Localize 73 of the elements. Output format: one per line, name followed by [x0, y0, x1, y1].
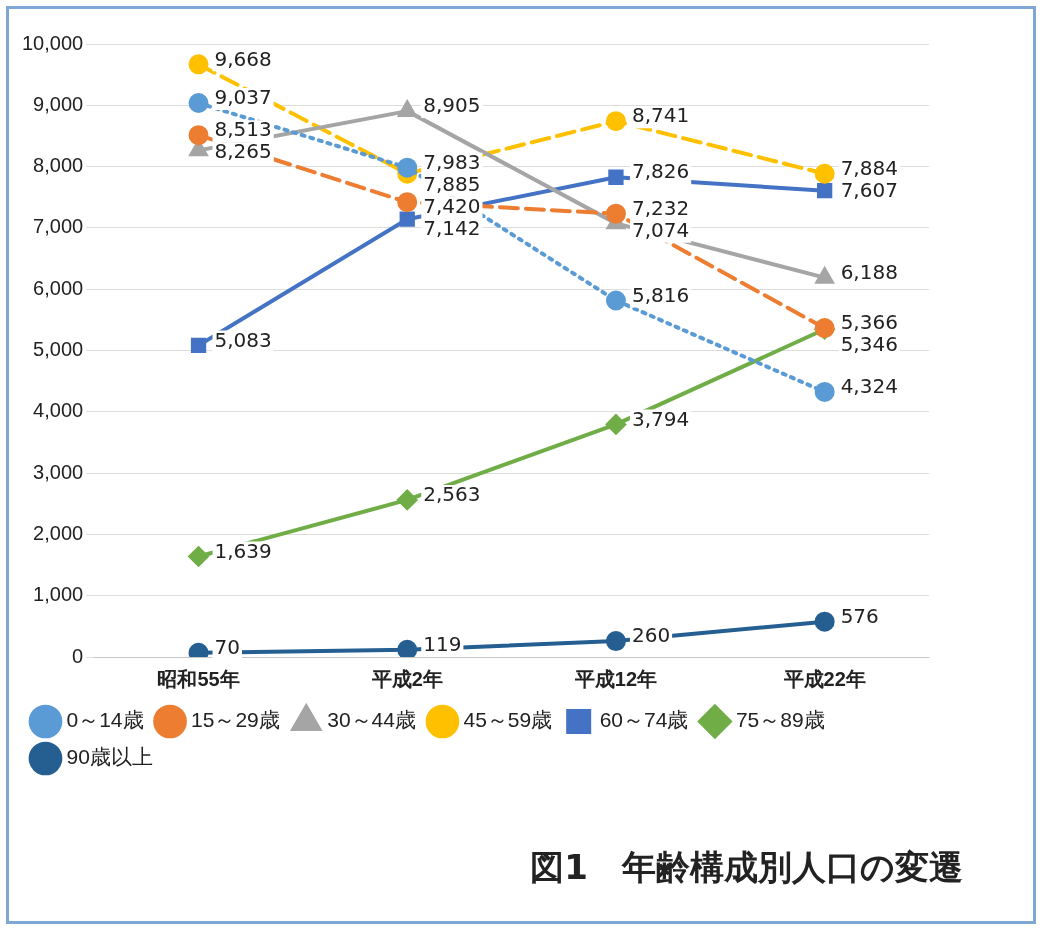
legend-label: 75～89歳: [735, 708, 825, 732]
data-label: 5,083: [214, 327, 272, 352]
data-label: 7,420: [423, 193, 481, 218]
point: [814, 381, 835, 402]
data-label: 7,885: [423, 171, 481, 196]
x-tick-label: 平成12年: [573, 667, 658, 690]
data-label: 8,265: [214, 139, 272, 164]
data-label: 1,639: [214, 538, 272, 563]
text: 図1 年齢構成別人口の変遷: [530, 846, 963, 889]
data-label: 9,037: [214, 85, 272, 110]
data-label: 9,668: [214, 46, 272, 71]
y-tick-label: 7,000: [33, 215, 84, 238]
point: [605, 414, 626, 435]
point: [188, 54, 209, 75]
point: [397, 639, 418, 657]
legend-label: 90歳以上: [66, 745, 153, 769]
data-label: 3,794: [631, 406, 690, 431]
point: [398, 101, 417, 118]
legend-label: 60～74歳: [599, 708, 689, 732]
y-tick-label: 6,000: [33, 276, 84, 299]
x-tick-label: 平成22年: [782, 667, 866, 690]
data-label: 7,826: [631, 159, 690, 184]
x-tick-label: 昭和55年: [157, 667, 240, 690]
data-label: 70: [214, 634, 240, 659]
data-label: 7,983: [423, 149, 481, 174]
data-label: 5,346: [840, 332, 898, 357]
point: [399, 211, 415, 227]
point: [397, 489, 418, 510]
x-tick-label: 平成2年: [370, 667, 443, 690]
data-label: 2,563: [423, 482, 481, 507]
data-label: 8,741: [631, 103, 690, 128]
point: [605, 111, 626, 132]
data-label: 4,324: [840, 374, 898, 399]
data-label: 5,816: [631, 282, 690, 307]
data-label: 7,074: [631, 217, 690, 242]
point: [608, 169, 624, 185]
data-label: 7,884: [840, 155, 898, 180]
y-tick-label: 4,000: [33, 399, 84, 422]
point: [397, 157, 418, 178]
legend-label: 15～29歳: [191, 708, 280, 732]
data-label: 8,905: [423, 93, 481, 118]
point: [814, 163, 835, 184]
data-label: 8,513: [214, 117, 272, 142]
point: [605, 631, 626, 652]
legend-label: 0～14歳: [66, 708, 144, 732]
point: [188, 93, 209, 114]
data-label: 576: [840, 603, 879, 628]
y-tick-label: 8,000: [33, 154, 84, 177]
y-tick-label: 0: [72, 644, 84, 667]
data-label: 7,607: [840, 177, 898, 202]
point: [605, 203, 626, 224]
point: [814, 611, 835, 632]
point: [815, 267, 834, 284]
point: [605, 290, 626, 311]
y-tick-label: 2,000: [33, 521, 84, 544]
y-tick-label: 5,000: [33, 338, 84, 361]
point: [188, 546, 209, 567]
y-tick-label: 1,000: [33, 583, 84, 606]
y-tick-label: 10,000: [22, 31, 84, 54]
y-tick-label: 3,000: [33, 460, 84, 483]
point: [188, 125, 209, 146]
point: [190, 337, 207, 354]
data-label: 6,188: [840, 259, 898, 284]
y-tick-label: 9,000: [33, 92, 84, 115]
data-label: 5,366: [840, 310, 898, 335]
point: [397, 192, 418, 213]
legend-label: 30～44歳: [327, 708, 416, 732]
data-label: 119: [423, 631, 462, 656]
data-label: 7,232: [631, 195, 690, 220]
legend-label: 45～59歳: [463, 708, 553, 732]
point: [816, 183, 833, 199]
data-label: 260: [631, 623, 671, 648]
data-label: 7,142: [423, 215, 481, 240]
